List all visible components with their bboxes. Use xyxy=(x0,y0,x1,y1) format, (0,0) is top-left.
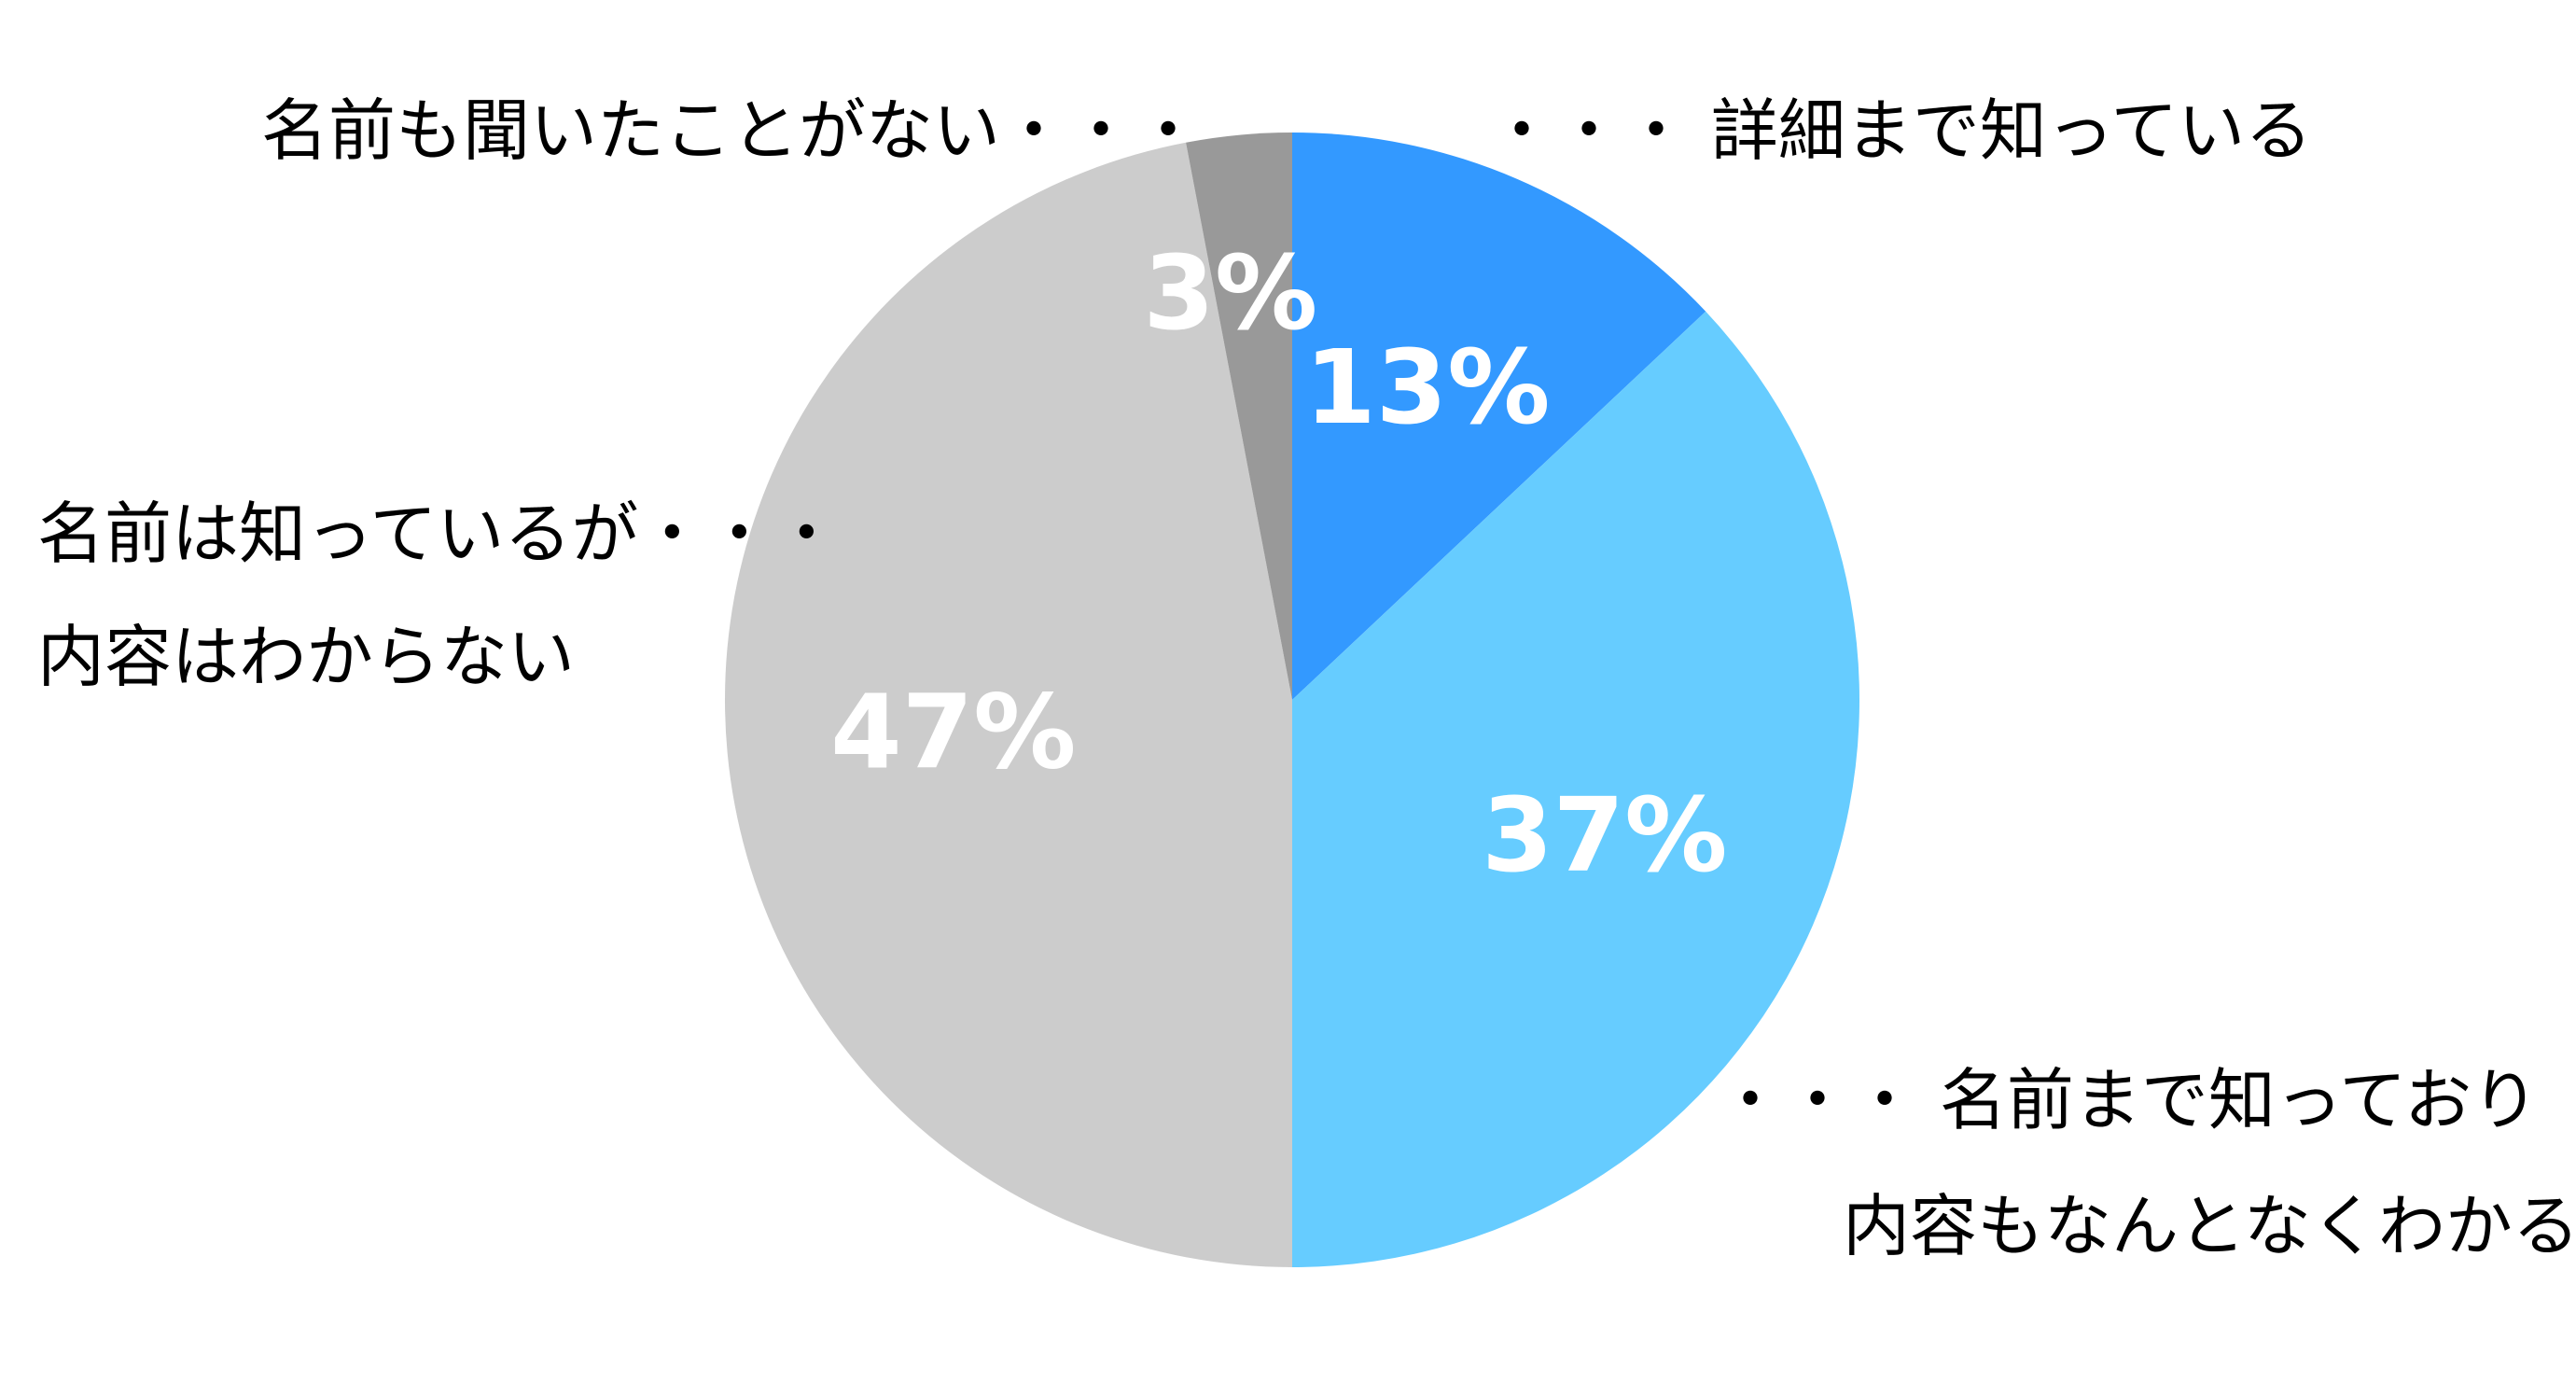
value-label-name-and-rough-content: 37% xyxy=(1482,775,1727,895)
legend-label-name-only-line2: 内容はわからない xyxy=(37,618,576,696)
legend-label-name-and-rough-content: ・・・ 名前まで知っており xyxy=(1717,1061,2540,1139)
value-label-name-only: 47% xyxy=(830,672,1076,791)
pie-slice-never-heard xyxy=(1186,133,1292,700)
pie-value-labels: 13% 37% 47% 3% xyxy=(830,233,1727,895)
legend-label-name-and-rough-content-line2: 内容もなんとなくわかる xyxy=(1843,1187,2576,1265)
pie-slice-detailed xyxy=(1292,133,1706,700)
legend-label-detailed: ・・・ 詳細まで知っている xyxy=(1488,91,2313,170)
legend-label-never-heard: 名前も聞いたことがない・・・ xyxy=(261,91,1203,170)
value-label-detailed: 13% xyxy=(1304,328,1550,447)
value-label-never-heard: 3% xyxy=(1143,233,1317,353)
pie-slice-name-and-rough-content xyxy=(1292,311,1859,1267)
pie-slice-name-only xyxy=(724,142,1292,1268)
legend-label-name-only: 名前は知っているが・・・ xyxy=(37,495,841,573)
pie-slices xyxy=(724,133,1859,1268)
